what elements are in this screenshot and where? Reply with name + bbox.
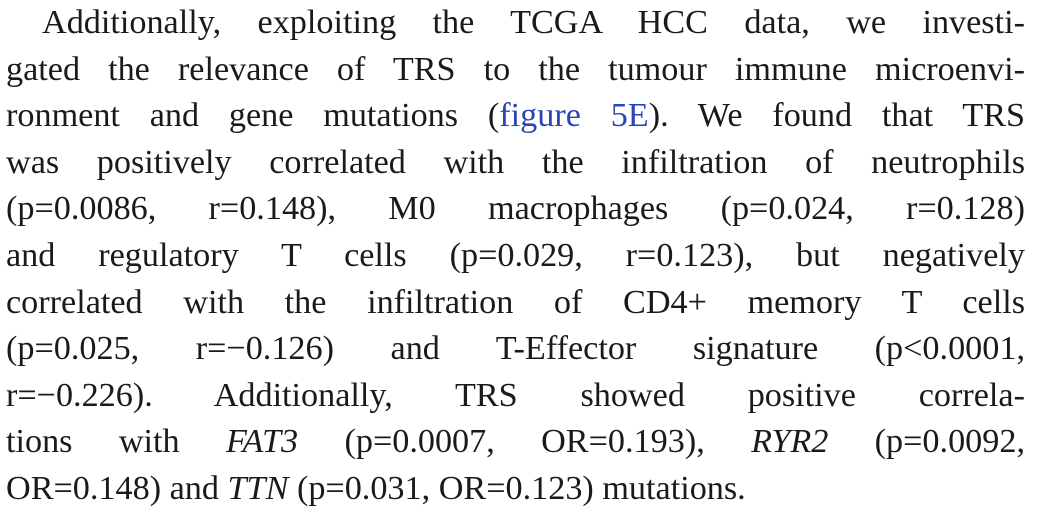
text-line-4: was positively correlated with the infil… xyxy=(6,140,1025,187)
text-line-11: OR=0.148) and TTN (p=0.031, OR=0.123) mu… xyxy=(6,466,1025,513)
line-text: (p=0.0007, OR=0.193), xyxy=(298,423,752,461)
line-text: OR=0.148) and xyxy=(6,469,228,507)
line-text: was positively correlated with the infil… xyxy=(6,143,1025,181)
text-line-7: correlated with the infiltration of CD4+… xyxy=(6,280,1025,327)
line-text: correlated with the infiltration of CD4+… xyxy=(6,283,1025,321)
line-text: ). We found that TRS xyxy=(648,97,1026,135)
line-text: tions with xyxy=(6,423,226,461)
gene-ttn: TTN xyxy=(227,469,289,507)
line-text: (p=0.025, r=−0.126) and T-Effector signa… xyxy=(6,330,1025,368)
line-text: ronment and gene mutations ( xyxy=(6,97,500,135)
figure-5e-link[interactable]: figure 5E xyxy=(499,97,649,135)
text-line-10: tions with FAT3 (p=0.0007, OR=0.193), RY… xyxy=(6,419,1025,466)
line-text: (p=0.0086, r=0.148), M0 macrophages (p=0… xyxy=(6,190,1025,228)
text-line-8: (p=0.025, r=−0.126) and T-Effector signa… xyxy=(6,326,1025,373)
text-line-2: gated the relevance of TRS to the tumour… xyxy=(6,47,1025,94)
gene-ryr2: RYR2 xyxy=(751,423,829,461)
body-paragraph: Additionally, exploiting the TCGA HCC da… xyxy=(6,0,1025,513)
line-text: gated the relevance of TRS to the tumour… xyxy=(6,50,1025,88)
text-line-5: (p=0.0086, r=0.148), M0 macrophages (p=0… xyxy=(6,186,1025,233)
line-text: and regulatory T cells (p=0.029, r=0.123… xyxy=(6,236,1025,274)
gene-fat3: FAT3 xyxy=(225,423,299,461)
text-line-9: r=−0.226). Additionally, TRS showed posi… xyxy=(6,373,1025,420)
line-text: Additionally, exploiting the TCGA HCC da… xyxy=(42,4,1025,41)
line-text: (p=0.0092, xyxy=(828,423,1025,461)
text-line-1: Additionally, exploiting the TCGA HCC da… xyxy=(6,0,1025,47)
line-text: r=−0.226). Additionally, TRS showed posi… xyxy=(6,376,1025,414)
text-line-6: and regulatory T cells (p=0.029, r=0.123… xyxy=(6,233,1025,280)
line-text: (p=0.031, OR=0.123) mutations. xyxy=(288,469,746,507)
text-line-3: ronment and gene mutations (figure 5E). … xyxy=(6,93,1025,140)
